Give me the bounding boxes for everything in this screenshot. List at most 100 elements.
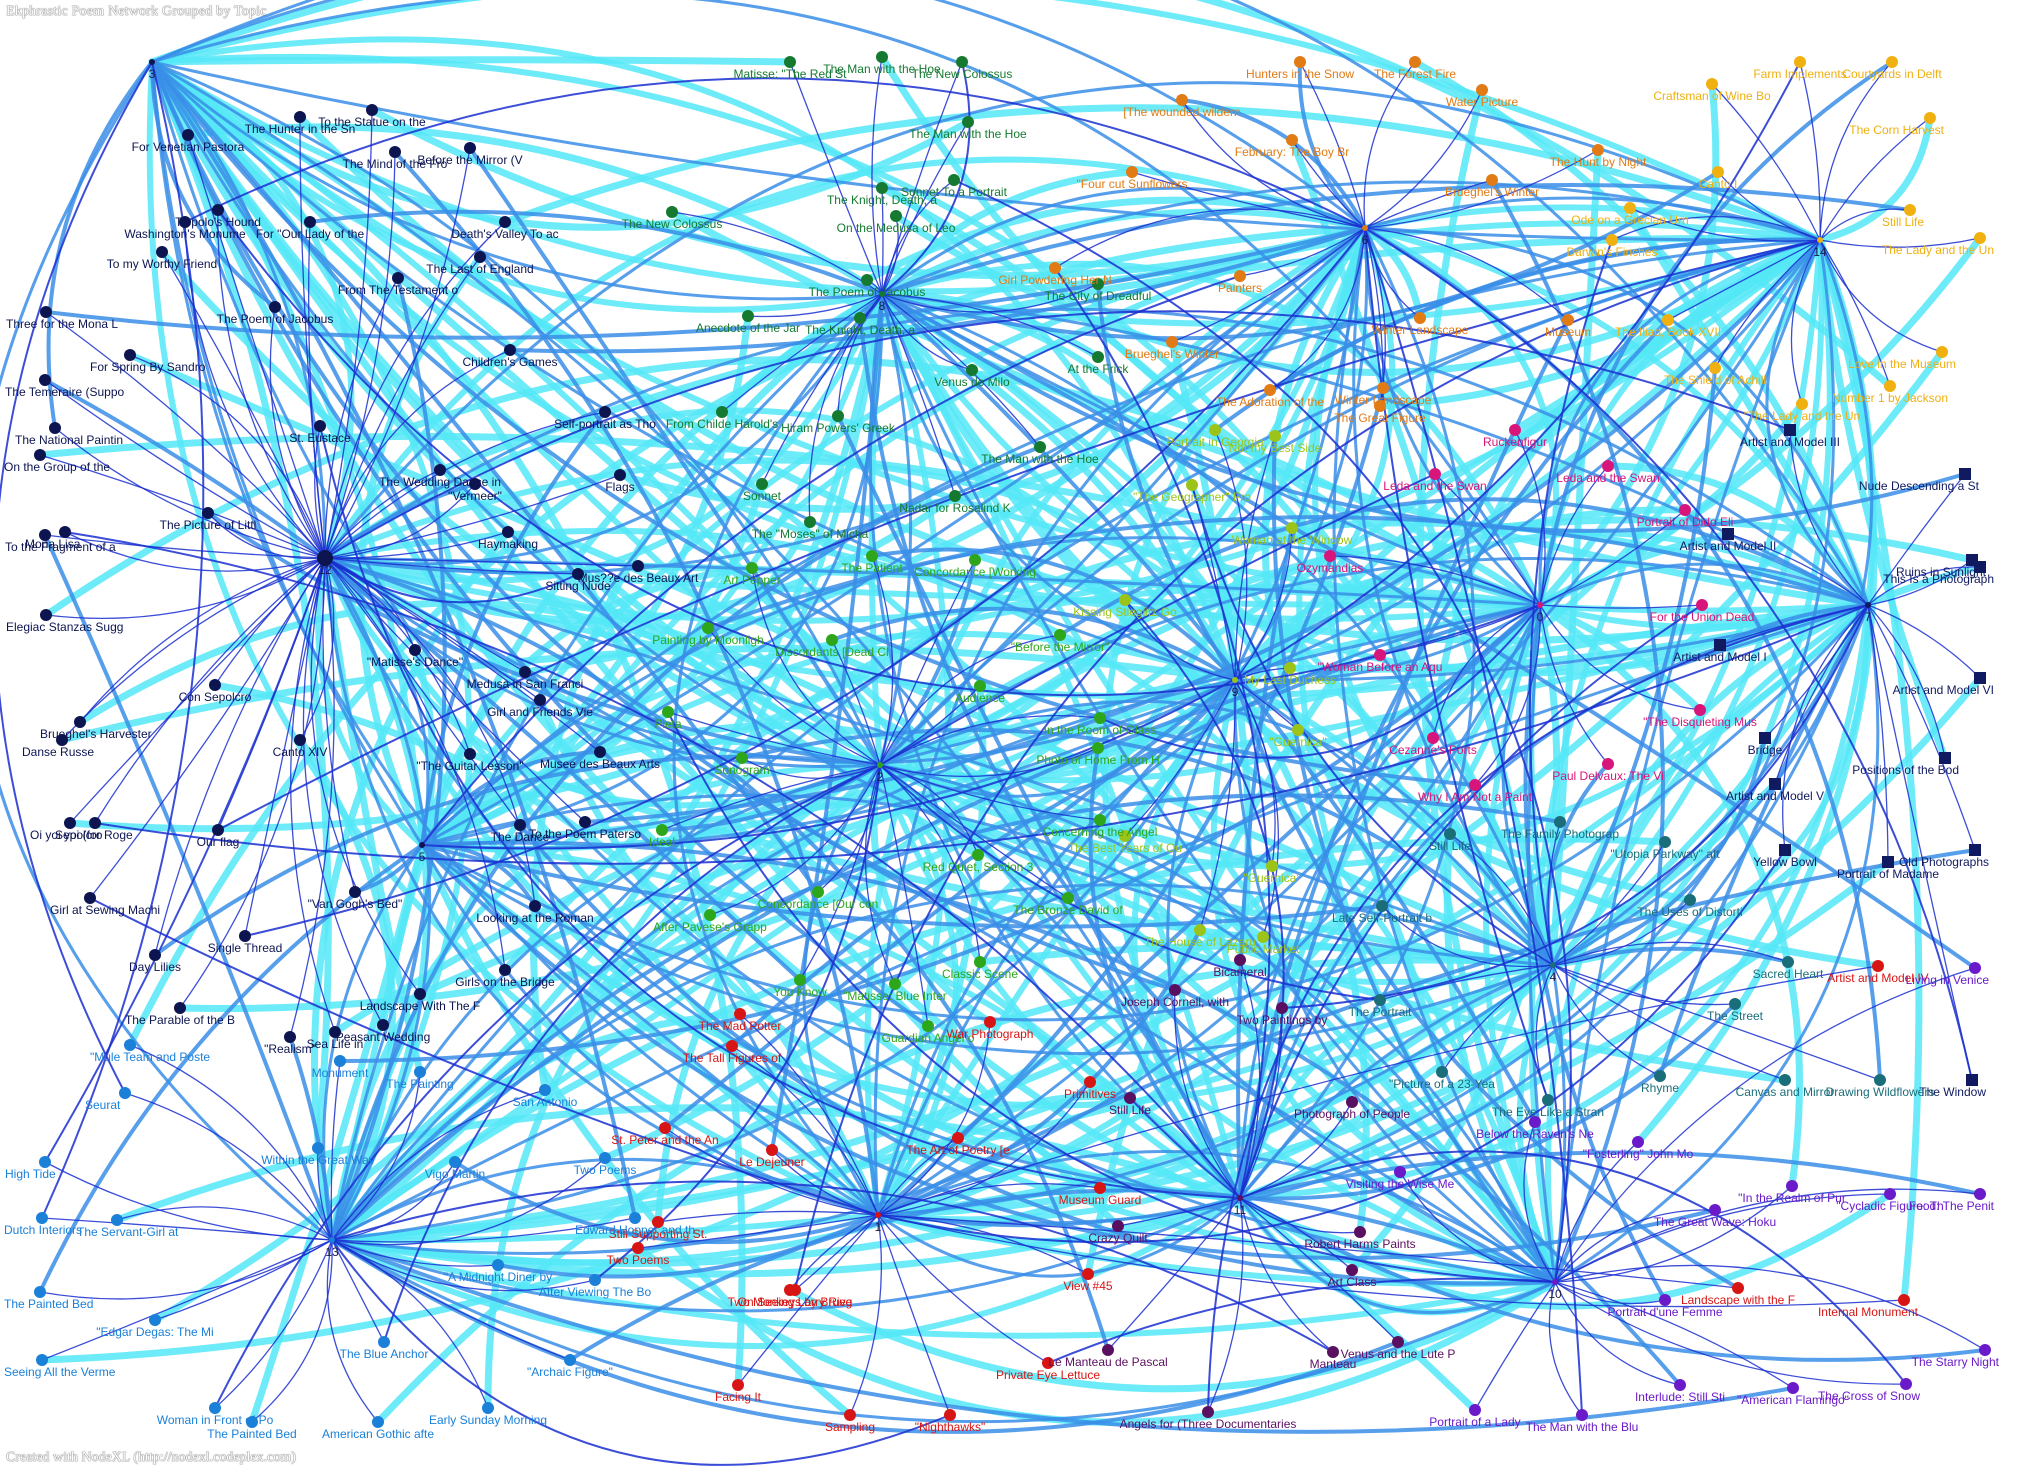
- poem-node[interactable]: [704, 909, 716, 921]
- poem-node[interactable]: [632, 560, 644, 572]
- poem-node[interactable]: [499, 216, 511, 228]
- topic-hub[interactable]: [1865, 602, 1871, 608]
- poem-node[interactable]: [861, 274, 873, 286]
- poem-node[interactable]: [974, 956, 986, 968]
- poem-node[interactable]: [1709, 1204, 1721, 1216]
- poem-node[interactable]: [854, 312, 866, 324]
- poem-node[interactable]: [1782, 956, 1794, 968]
- poem-node[interactable]: [1286, 134, 1298, 146]
- topic-hub[interactable]: [877, 762, 883, 768]
- poem-node[interactable]: [1374, 649, 1386, 661]
- poem-node[interactable]: [1966, 1074, 1978, 1086]
- poem-node[interactable]: [1796, 398, 1808, 410]
- poem-node[interactable]: [844, 1409, 856, 1421]
- poem-node[interactable]: [826, 634, 838, 646]
- topic-hub[interactable]: [1552, 1279, 1558, 1285]
- poem-node[interactable]: [1979, 1344, 1991, 1356]
- poem-node[interactable]: [464, 748, 476, 760]
- poem-node[interactable]: [1576, 1409, 1588, 1421]
- poem-node[interactable]: [519, 666, 531, 678]
- poem-node[interactable]: [349, 886, 361, 898]
- poem-node[interactable]: [1974, 232, 1986, 244]
- poem-node[interactable]: [1886, 56, 1898, 68]
- poem-node[interactable]: [212, 824, 224, 836]
- poem-node[interactable]: [1102, 1344, 1114, 1356]
- poem-node[interactable]: [1234, 270, 1246, 282]
- poem-node[interactable]: [812, 886, 824, 898]
- poem-node[interactable]: [949, 490, 961, 502]
- poem-node[interactable]: [34, 1286, 46, 1298]
- topic-hub[interactable]: [1550, 962, 1556, 968]
- poem-node[interactable]: [89, 817, 101, 829]
- poem-node[interactable]: [1209, 424, 1221, 436]
- poem-node[interactable]: [449, 1156, 461, 1168]
- poem-node[interactable]: [1779, 1074, 1791, 1086]
- poem-node[interactable]: [119, 1087, 131, 1099]
- poem-node[interactable]: [59, 526, 71, 538]
- poem-node[interactable]: [1392, 1336, 1404, 1348]
- poem-node[interactable]: [629, 1212, 641, 1224]
- poem-node[interactable]: [1874, 1074, 1886, 1086]
- poem-node[interactable]: [1374, 994, 1386, 1006]
- poem-node[interactable]: [312, 1142, 324, 1154]
- poem-node[interactable]: [209, 679, 221, 691]
- poem-node[interactable]: [377, 1019, 389, 1031]
- poem-node[interactable]: [529, 900, 541, 912]
- poem-node[interactable]: [389, 146, 401, 158]
- poem-node[interactable]: [589, 1274, 601, 1286]
- poem-node[interactable]: [1969, 844, 1981, 856]
- poem-node[interactable]: [64, 817, 76, 829]
- topic-hub[interactable]: [317, 550, 333, 566]
- poem-node[interactable]: [1732, 1282, 1744, 1294]
- poem-node[interactable]: [1706, 78, 1718, 90]
- poem-node[interactable]: [239, 930, 251, 942]
- poem-node[interactable]: [1529, 1116, 1541, 1128]
- poem-node[interactable]: [469, 478, 481, 490]
- poem-node[interactable]: [1679, 504, 1691, 516]
- poem-node[interactable]: [1394, 1166, 1406, 1178]
- poem-node[interactable]: [794, 974, 806, 986]
- poem-node[interactable]: [1264, 384, 1276, 396]
- poem-node[interactable]: [474, 251, 486, 263]
- poem-node[interactable]: [534, 694, 546, 706]
- poem-node[interactable]: [1606, 234, 1618, 246]
- poem-node[interactable]: [756, 478, 768, 490]
- poem-node[interactable]: [1602, 460, 1614, 472]
- poem-node[interactable]: [656, 824, 668, 836]
- poem-node[interactable]: [1354, 1226, 1366, 1238]
- poem-node[interactable]: [334, 1055, 346, 1067]
- poem-node[interactable]: [378, 1336, 390, 1348]
- poem-node[interactable]: [1062, 892, 1074, 904]
- poem-node[interactable]: [1119, 830, 1131, 842]
- poem-node[interactable]: [499, 964, 511, 976]
- poem-node[interactable]: [1900, 1378, 1912, 1390]
- poem-node[interactable]: [39, 374, 51, 386]
- poem-node[interactable]: [409, 644, 421, 656]
- poem-node[interactable]: [294, 111, 306, 123]
- poem-node[interactable]: [1674, 1379, 1686, 1391]
- topic-hub[interactable]: [1232, 677, 1238, 683]
- poem-node[interactable]: [1654, 1070, 1666, 1082]
- poem-node[interactable]: [1374, 400, 1386, 412]
- poem-node[interactable]: [666, 206, 678, 218]
- poem-node[interactable]: [1292, 724, 1304, 736]
- poem-node[interactable]: [1936, 346, 1948, 358]
- poem-node[interactable]: [502, 526, 514, 538]
- poem-node[interactable]: [1542, 1094, 1554, 1106]
- poem-node[interactable]: [972, 849, 984, 861]
- poem-node[interactable]: [149, 949, 161, 961]
- poem-node[interactable]: [1884, 380, 1896, 392]
- poem-node[interactable]: [1327, 1346, 1339, 1358]
- poem-node[interactable]: [1898, 1294, 1910, 1306]
- poem-node[interactable]: [876, 51, 888, 63]
- poem-node[interactable]: [246, 1416, 258, 1428]
- poem-node[interactable]: [1469, 779, 1481, 791]
- poem-node[interactable]: [1092, 351, 1104, 363]
- topic-hub[interactable]: [1237, 1195, 1243, 1201]
- poem-node[interactable]: [1429, 468, 1441, 480]
- poem-node[interactable]: [736, 752, 748, 764]
- poem-node[interactable]: [1119, 594, 1131, 606]
- poem-node[interactable]: [952, 1132, 964, 1144]
- poem-node[interactable]: [974, 680, 986, 692]
- poem-node[interactable]: [766, 1144, 778, 1156]
